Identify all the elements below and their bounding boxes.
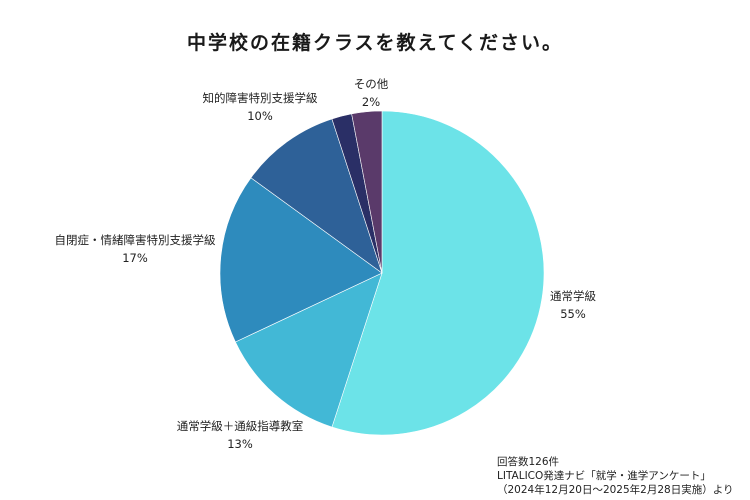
respondent-count: 回答数126件	[497, 456, 560, 468]
pie-slice-2	[235, 272, 383, 428]
slice-value-5: 2%	[362, 95, 380, 109]
slice-label-1: 通常学級	[550, 289, 596, 303]
pie-slice-extra	[351, 110, 383, 274]
slice-value-4: 10%	[247, 109, 273, 123]
slice-label-3: 自閉症・情緒障害特別支援学級	[55, 233, 216, 247]
slice-value-1: 55%	[560, 307, 586, 321]
slice-label-4: 知的障害特別支援学級	[203, 91, 318, 105]
pie-slice-4	[250, 118, 383, 274]
pie-slice-3	[219, 177, 383, 343]
slice-label-5: その他	[354, 77, 389, 91]
pie-slice-1	[331, 110, 545, 436]
source-note: 回答数126件 LITALICO発達ナビ「就学・進学アンケート」 （2024年1…	[497, 455, 734, 497]
chart-title: 中学校の在籍クラスを教えてください。	[186, 32, 564, 54]
slice-value-2: 13%	[227, 437, 253, 451]
survey-period: （2024年12月20日～2025年2月28日実施）より	[497, 484, 734, 496]
slice-value-3: 17%	[122, 251, 148, 265]
survey-source: LITALICO発達ナビ「就学・進学アンケート」	[497, 470, 711, 482]
slice-label-2: 通常学級＋通級指導教室	[177, 419, 304, 433]
